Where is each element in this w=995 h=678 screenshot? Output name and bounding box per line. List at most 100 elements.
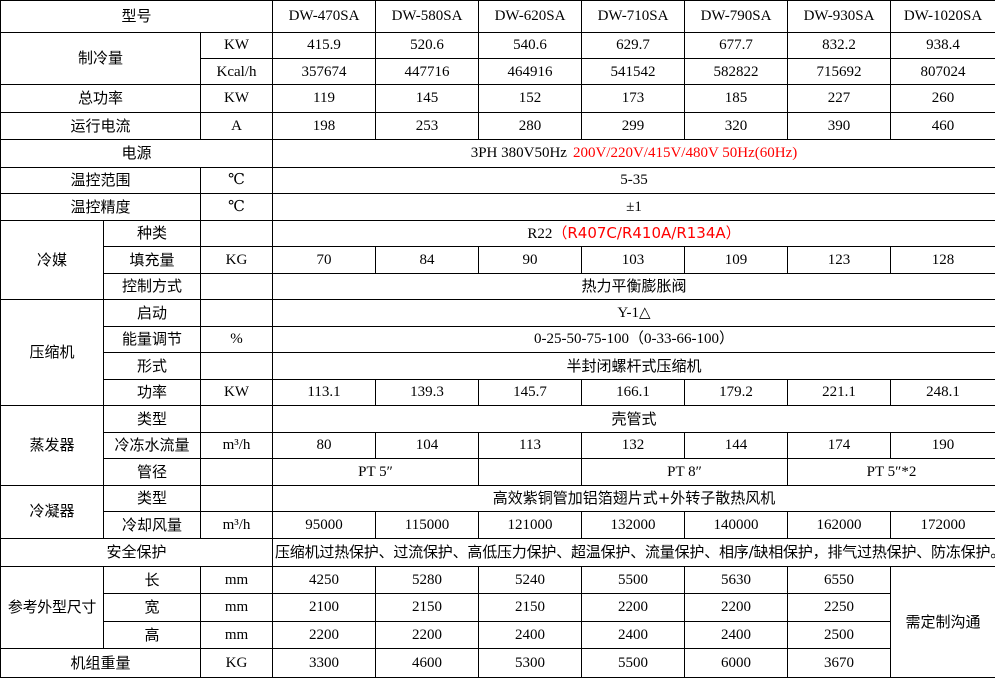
value-cell: 80 (272, 431, 376, 460)
value-cell: 582822 (684, 58, 788, 86)
unit-refrigerant-charge: KG (200, 246, 273, 274)
unit-dimension-height: mm (200, 620, 273, 650)
unit-cooling-capacity-kw: KW (200, 31, 273, 60)
model-header-label: 型号 (0, 0, 273, 33)
value-cell: 938.4 (890, 31, 995, 60)
row-label-safety-protection: 安全保护 (0, 537, 273, 567)
value-cell: 6000 (684, 648, 788, 678)
value-cell: 113 (478, 431, 582, 460)
value-cell: 5280 (375, 565, 479, 595)
unit-refrigerant-control-empty (200, 272, 273, 301)
value-cell: 174 (787, 431, 891, 460)
group-label-evaporator: 蒸发器 (0, 405, 104, 486)
value-cell: 3670 (787, 648, 891, 678)
value-cell: 6550 (787, 565, 891, 595)
row-label-refrigerant-charge: 填充量 (103, 246, 201, 274)
table-row-dimension-width: 宽 mm 2100 2150 2150 2200 2200 2250 (1, 593, 995, 622)
value-cell: 520.6 (375, 31, 479, 60)
value-cell: 70 (272, 246, 376, 274)
unit-refrigerant-type-empty (200, 219, 273, 248)
row-label-temp-range: 温控范围 (0, 166, 201, 195)
unit-compressor-start-empty (200, 299, 273, 327)
value-condenser-type: 高效紫铜管加铝箔翅片式+外转子散热风机 (272, 484, 995, 513)
value-cell: 832.2 (787, 31, 891, 60)
value-cell: 677.7 (684, 31, 788, 60)
value-cell: 172000 (890, 511, 995, 539)
value-cell: 4600 (375, 648, 479, 678)
value-cell: 179.2 (684, 378, 788, 407)
value-cell: 2200 (684, 593, 788, 622)
unit-evaporator-type-empty (200, 405, 273, 433)
value-cell: 260 (890, 84, 995, 113)
value-pipe-diameter-group-2: PT 8″ (581, 458, 788, 486)
value-cell: 173 (581, 84, 685, 113)
table-row-cooling-capacity-kw: 制冷量 KW 415.9 520.6 540.6 629.7 677.7 832… (0, 31, 995, 86)
row-label-evaporator-water-flow: 冷冻水流量 (103, 431, 201, 460)
table-row-evaporator-type: 蒸发器 类型 壳管式 (0, 405, 995, 486)
value-cell: 162000 (787, 511, 891, 539)
table-row-dimension-length: 参考外型尺寸 长 mm 4250 5280 5240 5500 5630 655… (0, 565, 995, 678)
row-label-unit-weight: 机组重量 (0, 648, 201, 678)
value-cell: 2200 (272, 620, 376, 650)
value-compressor-start: Y-1△ (272, 299, 995, 327)
value-cell: 145 (375, 84, 479, 113)
value-refrigerant-type: R22（R407C/R410A/R134A） (272, 219, 995, 248)
model-column-7: DW-1020SA (890, 0, 995, 33)
value-pipe-diameter-group-3: PT 5″*2 (787, 458, 995, 486)
row-label-total-power: 总功率 (0, 84, 201, 113)
table-row-model: 型号 DW-470SA DW-580SA DW-620SA DW-710SA D… (0, 0, 995, 33)
value-cell: 103 (581, 246, 685, 274)
value-cell: 190 (890, 431, 995, 460)
unit-dimension-width: mm (200, 593, 273, 622)
value-cell: 2150 (375, 593, 479, 622)
pipe-diameter-spacer (478, 458, 582, 486)
unit-condenser-type-empty (200, 484, 273, 513)
value-cell: 198 (272, 111, 376, 141)
row-label-running-current: 运行电流 (0, 111, 201, 141)
value-cell: 415.9 (272, 31, 376, 60)
value-cell: 464916 (478, 58, 582, 86)
value-temp-range: 5-35 (272, 166, 995, 195)
row-label-cooling-capacity: 制冷量 (0, 31, 201, 86)
row-label-compressor-power: 功率 (103, 378, 201, 407)
unit-condenser-air-flow: m³/h (200, 511, 273, 539)
table-row-cooling-capacity-kcal: Kcal/h 357674 447716 464916 541542 58282… (1, 58, 995, 86)
group-label-refrigerant: 冷媒 (0, 219, 104, 301)
value-cell: 541542 (581, 58, 685, 86)
value-cell: 5500 (581, 648, 685, 678)
unit-temp-range: ℃ (200, 166, 273, 195)
value-cell: 109 (684, 246, 788, 274)
value-cell: 447716 (375, 58, 479, 86)
value-cell: 540.6 (478, 31, 582, 60)
table-row-unit-weight: 机组重量 KG 3300 4600 5300 5500 6000 3670 (0, 648, 995, 678)
value-power-supply: 3PH 380V50Hz 200V/220V/415V/480V 50Hz(60H… (272, 139, 995, 168)
model-column-4: DW-710SA (581, 0, 685, 33)
table-row-condenser-type: 冷凝器 类型 高效紫铜管加铝箔翅片式+外转子散热风机 (0, 484, 995, 539)
unit-compressor-form-empty (200, 352, 273, 380)
value-cell: 2250 (787, 593, 891, 622)
value-cell: 104 (375, 431, 479, 460)
unit-temp-accuracy: ℃ (200, 193, 273, 221)
value-cell: 121000 (478, 511, 582, 539)
table-row-compressor-form: 形式 半封闭螺杆式压缩机 (1, 352, 995, 380)
value-cell: 2200 (375, 620, 479, 650)
value-cell: 2500 (787, 620, 891, 650)
unit-total-power: KW (200, 84, 273, 113)
row-label-refrigerant-type: 种类 (103, 219, 201, 248)
value-refrigerant-control: 热力平衡膨胀阀 (272, 272, 995, 301)
unit-evaporator-water-flow: m³/h (200, 431, 273, 460)
power-supply-standard: 3PH 380V50Hz (470, 145, 567, 162)
table-row-refrigerant-control: 控制方式 热力平衡膨胀阀 (1, 272, 995, 301)
row-label-compressor-capacity-control: 能量调节 (103, 325, 201, 354)
table-row-compressor-start: 压缩机 启动 Y-1△ (0, 299, 995, 407)
value-cell: 152 (478, 84, 582, 113)
value-cell: 132000 (581, 511, 685, 539)
value-temp-accuracy: ±1 (272, 193, 995, 221)
table-row-dimension-height: 高 mm 2200 2200 2400 2400 2400 2500 (1, 620, 995, 650)
table-row-compressor-power: 功率 KW 113.1 139.3 145.7 166.1 179.2 221.… (1, 378, 995, 407)
value-cell: 2100 (272, 593, 376, 622)
table-row-safety-protection: 安全保护 压缩机过热保护、过流保护、高低压力保护、超温保护、流量保护、相序/缺相… (0, 537, 995, 567)
group-label-compressor: 压缩机 (0, 299, 104, 407)
value-pipe-diameter-group-1: PT 5″ (272, 458, 479, 486)
row-label-condenser-type: 类型 (103, 484, 201, 513)
